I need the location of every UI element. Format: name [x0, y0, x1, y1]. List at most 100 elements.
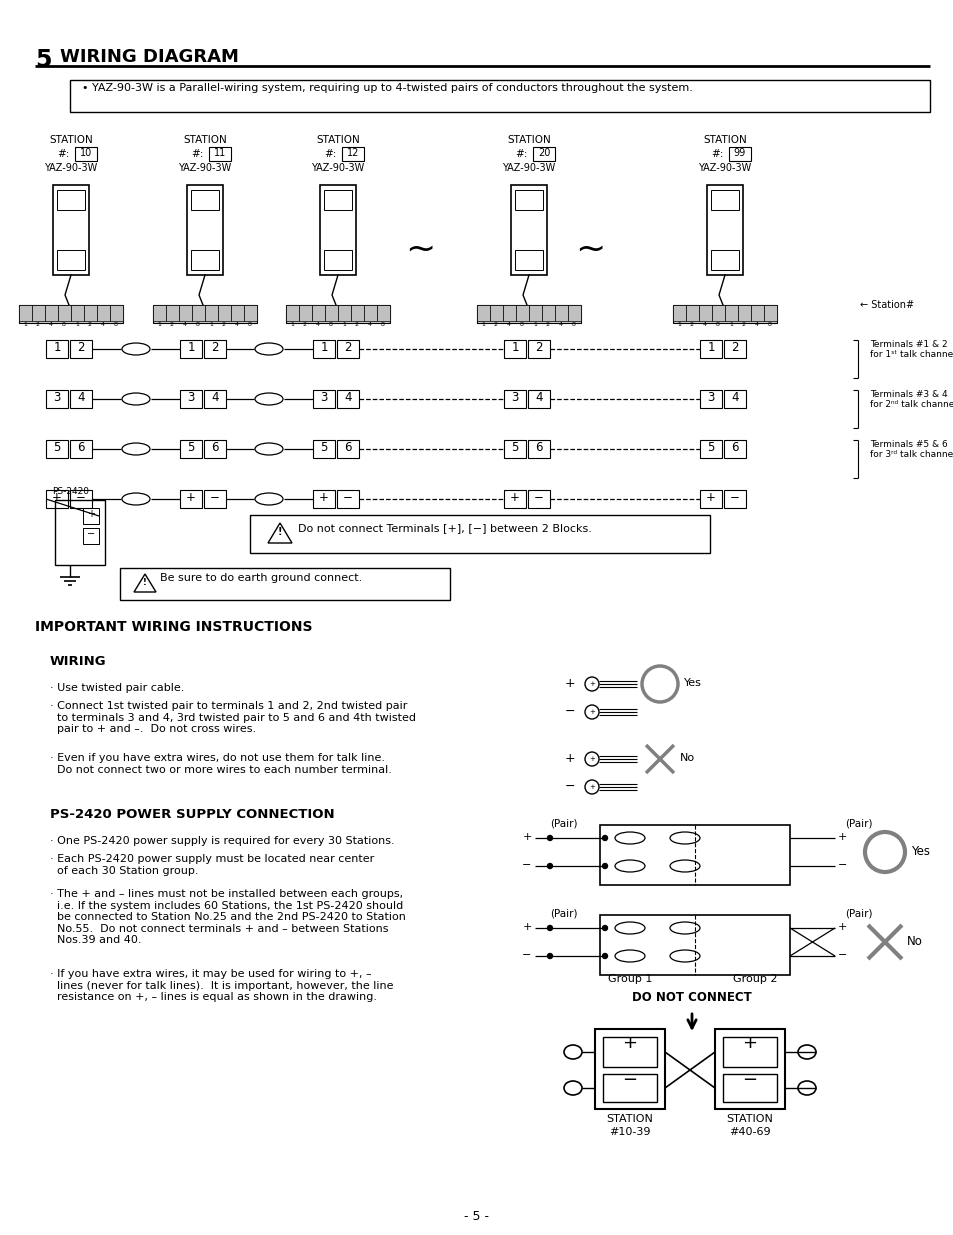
Text: −: −: [729, 492, 740, 504]
Text: 4: 4: [234, 322, 239, 327]
Bar: [19, 305, 123, 324]
Bar: [53, 185, 89, 275]
Text: 3: 3: [187, 391, 194, 404]
Bar: [595, 1029, 664, 1109]
Text: 8: 8: [519, 322, 523, 327]
Text: +: +: [588, 784, 595, 790]
Text: Terminals #3 & 4
for 2ⁿᵈ talk channel: Terminals #3 & 4 for 2ⁿᵈ talk channel: [869, 390, 953, 409]
Bar: [325, 305, 337, 321]
Text: 3: 3: [320, 391, 327, 404]
Text: +: +: [705, 492, 715, 504]
Bar: [187, 185, 223, 275]
Text: 4: 4: [101, 322, 105, 327]
Text: STATION: STATION: [315, 135, 359, 144]
Text: #:: #:: [57, 149, 70, 159]
Bar: [83, 508, 99, 524]
Bar: [723, 340, 745, 358]
Text: Do not connect Terminals [+], [−] between 2 Blocks.: Do not connect Terminals [+], [−] betwee…: [297, 522, 591, 534]
Text: 2: 2: [211, 341, 218, 354]
Bar: [710, 249, 739, 270]
Text: #:: #:: [191, 149, 203, 159]
Text: 2: 2: [689, 322, 693, 327]
Text: · Each PS-2420 power supply must be located near center
  of each 30 Station gro: · Each PS-2420 power supply must be loca…: [50, 853, 374, 876]
Circle shape: [547, 836, 552, 841]
Bar: [70, 80, 929, 112]
Bar: [728, 147, 750, 161]
Circle shape: [602, 863, 607, 868]
Text: 2: 2: [170, 322, 173, 327]
Text: STATION: STATION: [507, 135, 550, 144]
Text: ~: ~: [575, 233, 604, 267]
Text: −: −: [837, 950, 846, 960]
Bar: [515, 190, 542, 210]
Bar: [699, 305, 711, 321]
Bar: [502, 305, 516, 321]
Text: IMPORTANT WIRING INSTRUCTIONS: IMPORTANT WIRING INSTRUCTIONS: [35, 620, 313, 634]
Bar: [700, 340, 721, 358]
Text: 8: 8: [716, 322, 720, 327]
Text: 8: 8: [196, 322, 200, 327]
Text: +: +: [564, 752, 575, 764]
Text: ~: ~: [404, 233, 435, 267]
Text: · Use twisted pair cable.: · Use twisted pair cable.: [50, 683, 184, 693]
Bar: [529, 305, 541, 321]
Text: 8: 8: [572, 322, 576, 327]
Bar: [244, 305, 256, 321]
Text: 2: 2: [355, 322, 358, 327]
Text: 1: 1: [706, 341, 714, 354]
Bar: [516, 305, 529, 321]
Text: YAZ-90-3W: YAZ-90-3W: [311, 163, 364, 173]
Bar: [700, 390, 721, 408]
Bar: [180, 490, 202, 508]
Text: 1: 1: [677, 322, 680, 327]
Text: 6: 6: [211, 441, 218, 454]
Text: · If you have extra wires, it may be used for wiring to +, –
  lines (never for : · If you have extra wires, it may be use…: [50, 969, 393, 1002]
Text: • YAZ-90-3W is a Parallel-wiring system, requiring up to 4-twisted pairs of cond: • YAZ-90-3W is a Parallel-wiring system,…: [82, 83, 692, 93]
Bar: [120, 568, 450, 600]
Bar: [313, 390, 335, 408]
Bar: [503, 440, 525, 458]
Text: 6: 6: [535, 441, 542, 454]
Bar: [527, 440, 550, 458]
Text: 1: 1: [157, 322, 161, 327]
Text: 2: 2: [222, 322, 226, 327]
Text: +: +: [588, 756, 595, 762]
Text: 8: 8: [380, 322, 384, 327]
Text: +: +: [837, 923, 846, 932]
Bar: [209, 147, 231, 161]
Text: 2: 2: [535, 341, 542, 354]
Text: No: No: [906, 935, 922, 948]
Bar: [319, 185, 355, 275]
Bar: [250, 515, 709, 553]
Bar: [191, 249, 219, 270]
Text: Yes: Yes: [910, 845, 929, 858]
Bar: [710, 190, 739, 210]
Bar: [192, 305, 205, 321]
Text: 1: 1: [75, 322, 79, 327]
Bar: [57, 190, 85, 210]
Text: −: −: [564, 705, 575, 718]
Text: 1: 1: [187, 341, 194, 354]
Text: Group 1: Group 1: [607, 974, 652, 984]
Text: +: +: [318, 492, 329, 504]
Text: DO NOT CONNECT: DO NOT CONNECT: [632, 990, 751, 1004]
Bar: [191, 190, 219, 210]
Bar: [313, 490, 335, 508]
Bar: [70, 440, 91, 458]
Bar: [722, 1037, 776, 1067]
Bar: [313, 340, 335, 358]
Bar: [46, 440, 68, 458]
Bar: [602, 1074, 657, 1102]
Text: 2: 2: [303, 322, 307, 327]
Bar: [84, 305, 97, 321]
Text: 20: 20: [537, 148, 550, 158]
Text: #:: #:: [515, 149, 527, 159]
Text: Terminals #1 & 2
for 1ˢᵗ talk channel: Terminals #1 & 2 for 1ˢᵗ talk channel: [869, 340, 953, 359]
Bar: [341, 147, 364, 161]
Text: 1: 1: [290, 322, 294, 327]
Text: 8: 8: [114, 322, 118, 327]
Bar: [750, 305, 763, 321]
Text: −: −: [521, 860, 531, 869]
Text: −: −: [741, 1071, 757, 1089]
Text: +: +: [87, 509, 95, 519]
